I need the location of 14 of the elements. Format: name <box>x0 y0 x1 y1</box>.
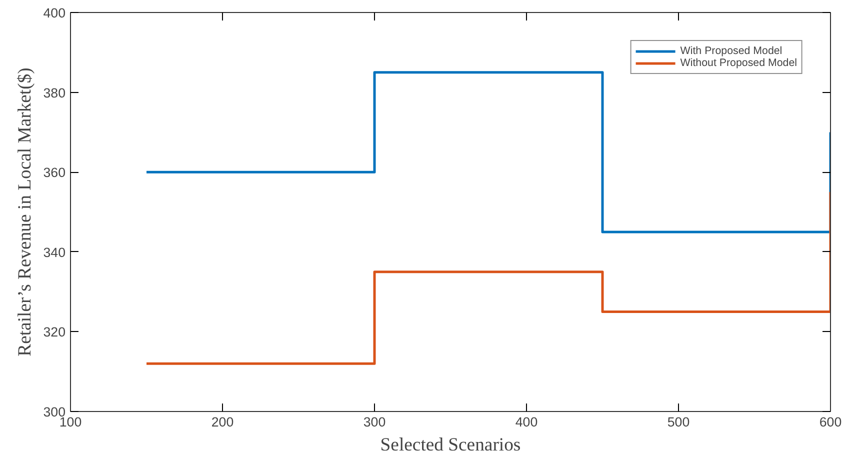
y-tick-label: 340 <box>43 244 66 260</box>
y-axis-title: Retailer’s Revenue in Local Market($) <box>14 68 36 356</box>
x-tick-label: 400 <box>515 414 538 430</box>
legend-label: Without Proposed Model <box>680 57 797 69</box>
x-tick-label: 300 <box>363 414 386 430</box>
y-tick-label: 320 <box>43 324 66 340</box>
y-tick-label: 400 <box>43 6 66 20</box>
y-tick-label: 360 <box>43 165 66 180</box>
y-tick-label: 380 <box>43 85 66 100</box>
legend-label: With Proposed Model <box>680 45 782 57</box>
x-tick-label: 200 <box>211 414 234 430</box>
x-axis-title: Selected Scenarios <box>380 434 521 456</box>
x-tick-label: 600 <box>819 414 842 430</box>
x-tick-label: 500 <box>667 414 690 430</box>
